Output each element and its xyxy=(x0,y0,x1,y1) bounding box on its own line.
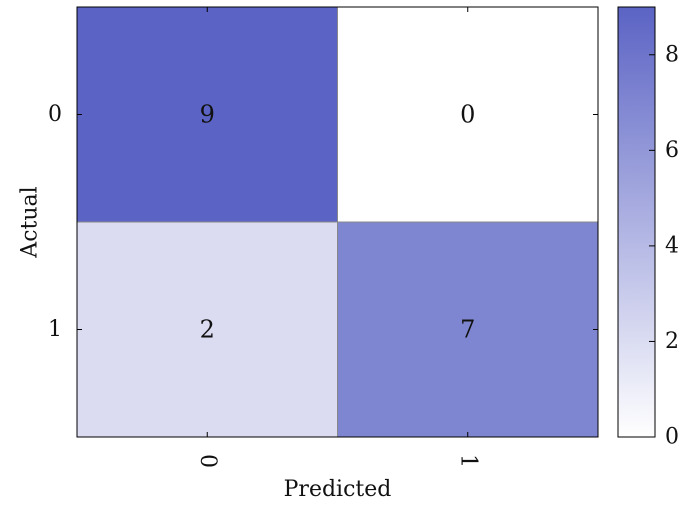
heatmap-cells xyxy=(76,6,599,438)
x-tick-label-0: 0 xyxy=(195,454,220,468)
colorbar-tick-label-3: 6 xyxy=(665,138,679,163)
x-axis-label: Predicted xyxy=(284,477,392,502)
cell-value-label-1-1: 7 xyxy=(460,316,475,344)
colorbar-tick-label-2: 4 xyxy=(665,233,679,258)
heatmap-cell-0-1 xyxy=(337,6,599,223)
colorbar-ticks: 0 2 4 6 8 xyxy=(649,42,679,450)
colorbar: 0 2 4 6 8 xyxy=(617,6,679,450)
y-axis-label: Actual xyxy=(18,186,43,258)
cell-value-label-0-0: 9 xyxy=(200,101,215,129)
cell-value-label-0-1: 0 xyxy=(460,101,475,129)
colorbar-tick-label-4: 8 xyxy=(665,42,679,67)
heatmap-cell-1-0 xyxy=(76,221,338,438)
plot-frame xyxy=(76,6,599,438)
heatmap-cell-0-0 xyxy=(76,6,338,223)
y-tick-label-1: 1 xyxy=(48,317,62,342)
colorbar-gradient xyxy=(617,6,656,438)
y-axis-ticks: 01 xyxy=(48,102,598,342)
heatmap-cell-1-1 xyxy=(337,221,599,438)
x-tick-label-1: 1 xyxy=(455,454,480,468)
y-tick-label-0: 0 xyxy=(48,102,62,127)
colorbar-tick-label-0: 0 xyxy=(665,425,679,450)
cell-value-label-1-0: 2 xyxy=(200,316,215,344)
colorbar-tick-label-1: 2 xyxy=(665,329,679,354)
heatmap-cell-labels: 9 0 2 7 xyxy=(200,101,476,344)
